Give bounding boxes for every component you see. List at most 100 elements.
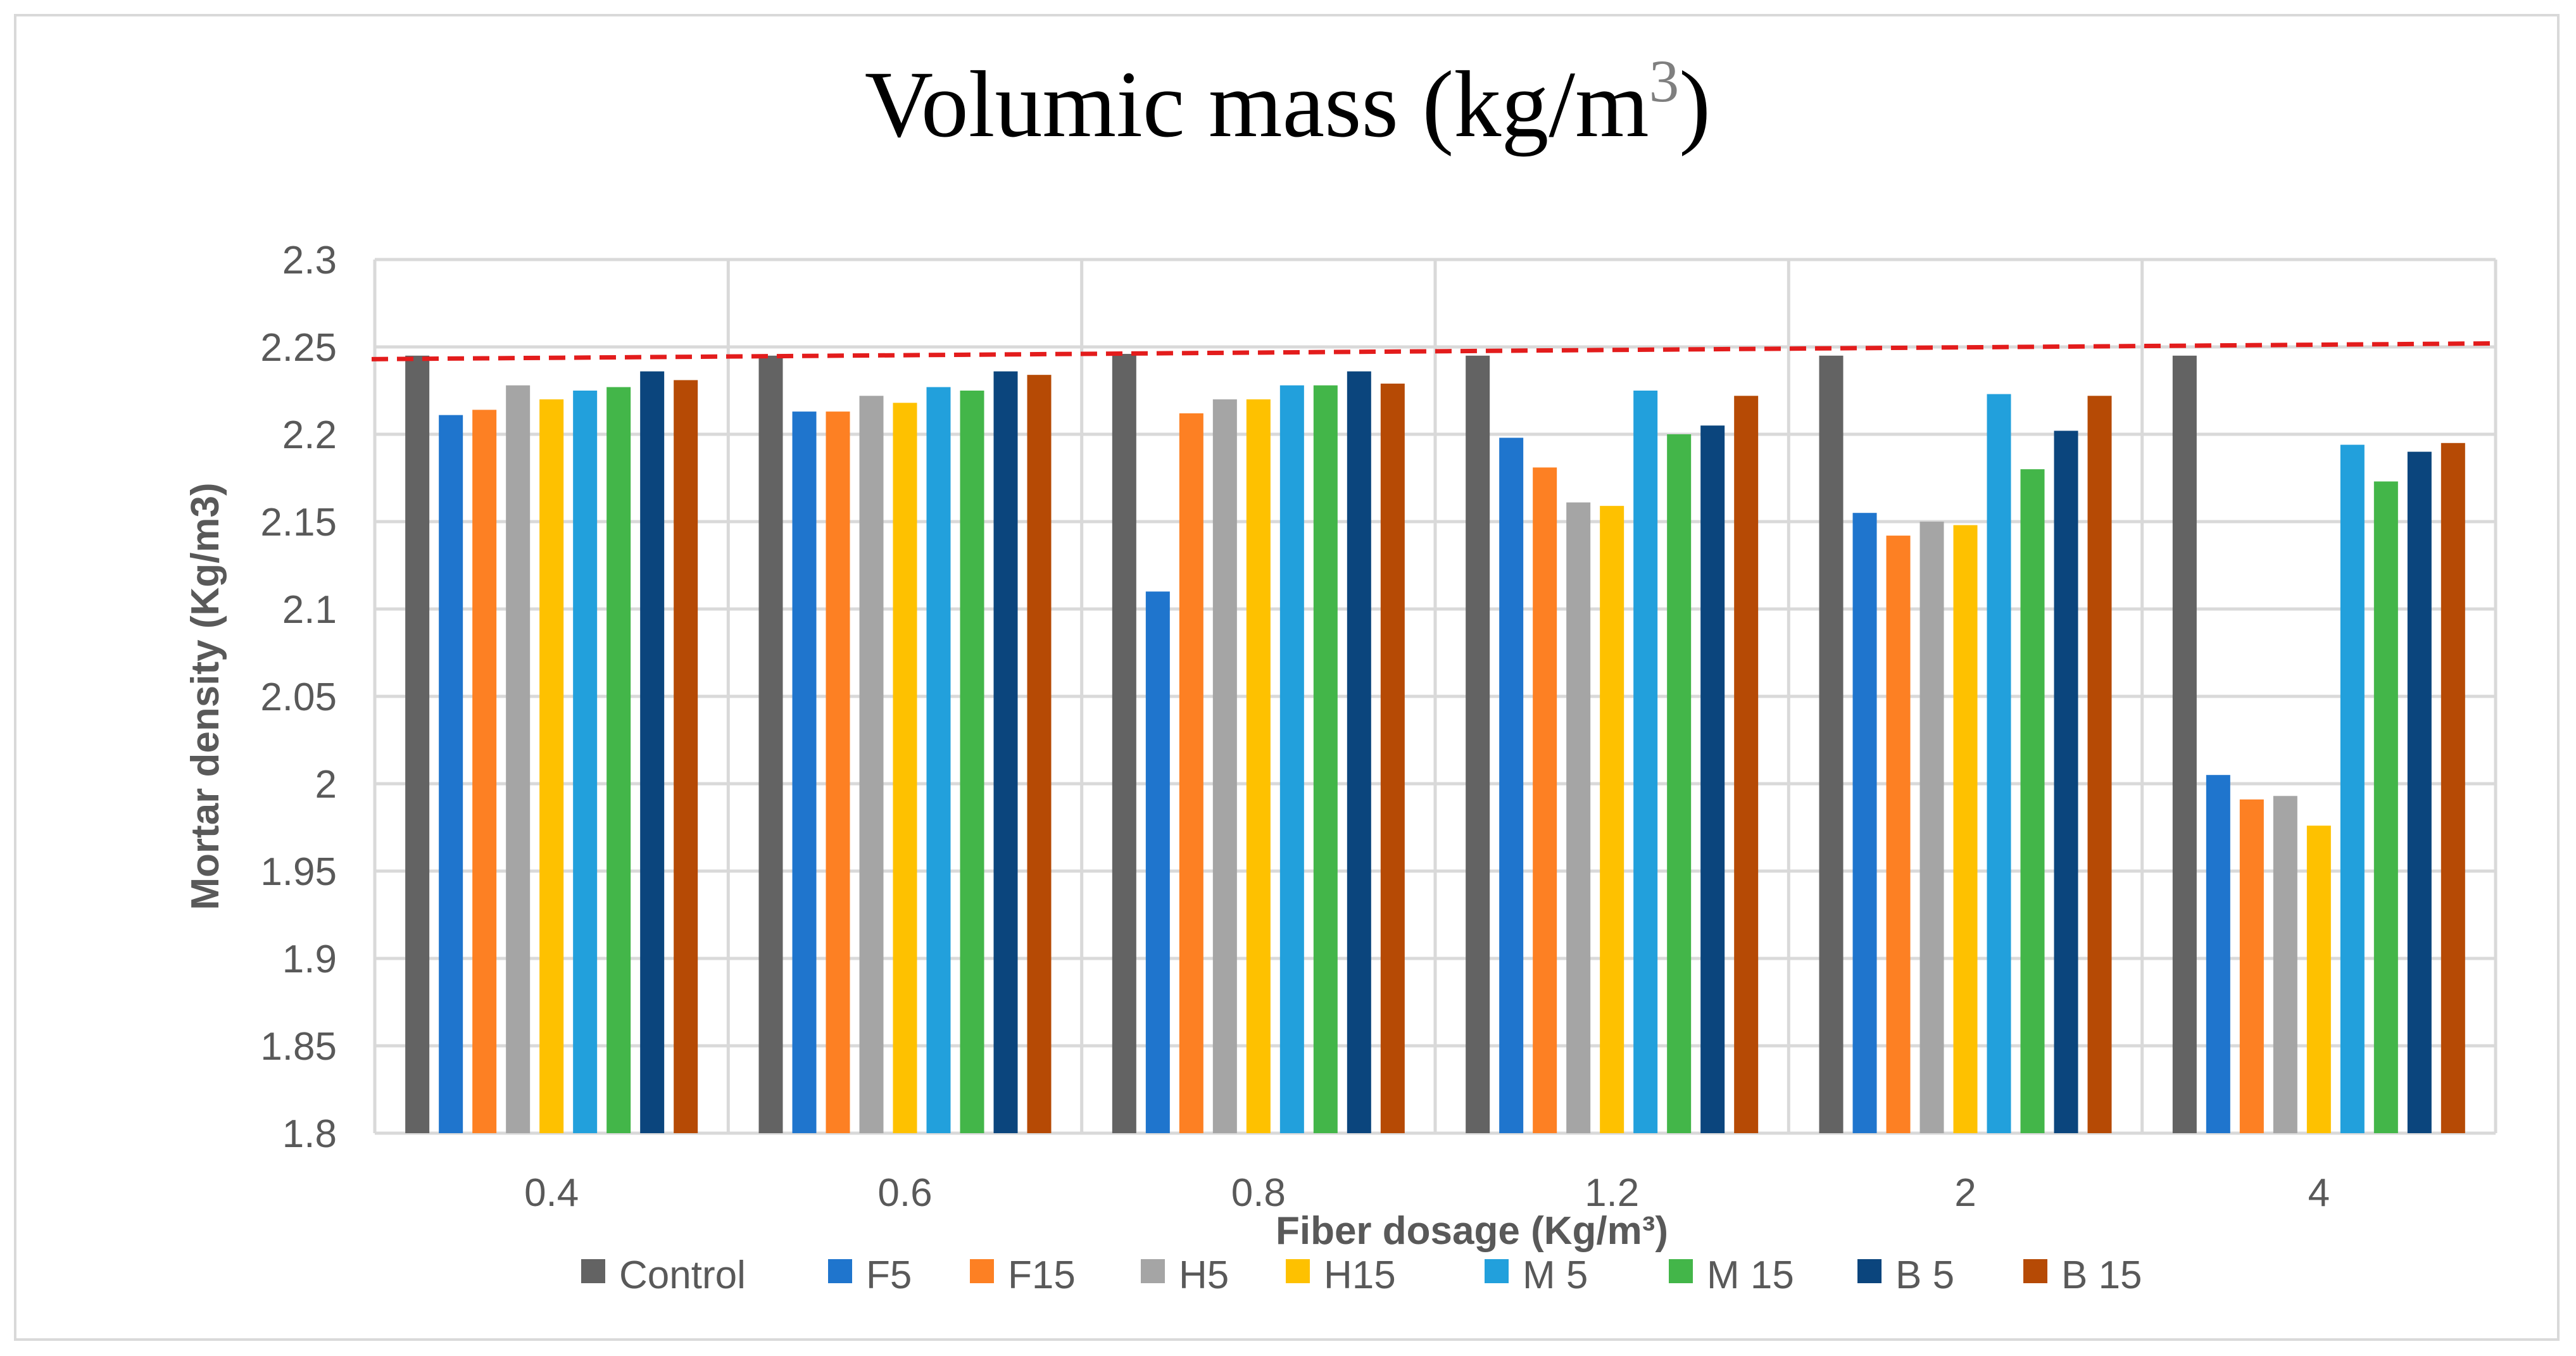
bar-b5-0.8 bbox=[1347, 371, 1371, 1133]
chart-title-superscript: 3 bbox=[1649, 47, 1680, 115]
y-axis-ticks: 1.8 1.85 1.9 1.95 2 2.05 2.1 2.15 2.2 2.25 2.3 bbox=[260, 239, 337, 1156]
bar-f5-0.8 bbox=[1145, 591, 1170, 1133]
legend-label: B 15 bbox=[2061, 1253, 2142, 1297]
bar-h5-0.8 bbox=[1212, 399, 1237, 1133]
grid-layer bbox=[373, 258, 2497, 1135]
bar-f5-4 bbox=[2206, 775, 2230, 1133]
chart-title-main: Volumic mass (kg/m bbox=[865, 52, 1649, 157]
bar-f15-0.6 bbox=[826, 411, 850, 1133]
x-tick-label: 2 bbox=[1954, 1171, 1976, 1215]
bar-h5-1.2 bbox=[1566, 502, 1591, 1133]
chart-title: Volumic mass (kg/m3) bbox=[865, 47, 1711, 157]
y-axis-title: Mortar density (Kg/m3) bbox=[184, 482, 227, 910]
legend-label: F5 bbox=[866, 1253, 912, 1297]
chart-title-close: ) bbox=[1679, 52, 1711, 157]
y-tick-label: 2.15 bbox=[260, 501, 337, 544]
bar-f5-2 bbox=[1852, 513, 1877, 1133]
y-tick-label: 1.8 bbox=[282, 1112, 337, 1156]
y-tick-label: 2.2 bbox=[282, 413, 337, 457]
bar-h5-4 bbox=[2273, 796, 2297, 1133]
legend-swatch bbox=[1286, 1259, 1310, 1283]
bar-f15-1.2 bbox=[1533, 467, 1557, 1134]
bar-b5-0.4 bbox=[640, 371, 665, 1133]
bar-h15-1.2 bbox=[1600, 506, 1624, 1133]
legend-label: H5 bbox=[1179, 1253, 1229, 1297]
y-tick-label: 2.3 bbox=[282, 239, 337, 282]
bar-b15-2 bbox=[2087, 396, 2112, 1133]
legend-swatch bbox=[1669, 1259, 1693, 1283]
legend-label: B 5 bbox=[1895, 1253, 1954, 1297]
bar-h15-0.4 bbox=[539, 399, 564, 1133]
bar-b15-0.4 bbox=[674, 380, 698, 1134]
bar-m15-1.2 bbox=[1667, 434, 1692, 1133]
x-tick-label: 0.4 bbox=[524, 1171, 579, 1215]
legend: Control F5 F15 H5 H15 M 5 M 15 B 5 B 15 bbox=[581, 1253, 2142, 1297]
bar-f15-2 bbox=[1886, 536, 1911, 1133]
bar-h15-0.6 bbox=[893, 403, 917, 1133]
bar-m15-0.8 bbox=[1313, 385, 1338, 1133]
legend-label: H15 bbox=[1324, 1253, 1396, 1297]
bar-m15-2 bbox=[2020, 469, 2045, 1134]
legend-label: M 15 bbox=[1707, 1253, 1794, 1297]
bar-m5-0.4 bbox=[573, 391, 598, 1133]
bar-h15-2 bbox=[1953, 525, 1978, 1133]
bar-f15-4 bbox=[2239, 799, 2264, 1133]
legend-swatch bbox=[1485, 1259, 1509, 1283]
y-tick-label: 1.9 bbox=[282, 938, 337, 981]
y-tick-label: 2.1 bbox=[282, 588, 337, 632]
bar-m5-0.6 bbox=[926, 387, 951, 1133]
bar-h15-0.8 bbox=[1246, 399, 1271, 1133]
y-tick-label: 1.85 bbox=[260, 1025, 337, 1069]
legend-swatch bbox=[581, 1259, 605, 1283]
bar-control-1.2 bbox=[1466, 355, 1490, 1133]
bar-b5-4 bbox=[2407, 451, 2432, 1133]
bar-m5-2 bbox=[1987, 394, 2011, 1133]
legend-label: Control bbox=[619, 1253, 746, 1297]
y-tick-label: 2 bbox=[315, 763, 337, 807]
legend-label: M 5 bbox=[1523, 1253, 1588, 1297]
legend-swatch bbox=[828, 1259, 852, 1283]
bar-f5-0.6 bbox=[792, 411, 817, 1133]
bar-m5-1.2 bbox=[1633, 391, 1658, 1133]
bar-h5-0.6 bbox=[859, 396, 884, 1133]
bar-f15-0.4 bbox=[472, 410, 497, 1133]
bar-m15-0.4 bbox=[606, 387, 631, 1133]
y-tick-label: 2.25 bbox=[260, 326, 337, 370]
bar-b15-4 bbox=[2441, 443, 2465, 1133]
x-tick-label: 0.6 bbox=[877, 1171, 932, 1215]
bar-f5-0.4 bbox=[439, 415, 463, 1133]
bar-control-0.8 bbox=[1112, 354, 1136, 1133]
bar-control-0.6 bbox=[758, 355, 783, 1133]
x-tick-label: 1.2 bbox=[1585, 1171, 1639, 1215]
bar-m5-0.8 bbox=[1279, 385, 1304, 1133]
bar-b15-0.6 bbox=[1027, 375, 1052, 1134]
bar-b5-1.2 bbox=[1700, 425, 1725, 1134]
bar-m5-4 bbox=[2340, 444, 2365, 1133]
bar-h5-0.4 bbox=[506, 385, 531, 1133]
legend-swatch bbox=[2023, 1259, 2047, 1283]
x-tick-label: 0.8 bbox=[1231, 1171, 1286, 1215]
bar-h5-2 bbox=[1919, 522, 1944, 1133]
bar-control-0.4 bbox=[405, 355, 430, 1133]
bar-f5-1.2 bbox=[1499, 437, 1524, 1133]
legend-swatch bbox=[1141, 1259, 1165, 1283]
legend-label: F15 bbox=[1008, 1253, 1076, 1297]
bar-b15-0.8 bbox=[1380, 383, 1405, 1134]
bar-b5-2 bbox=[2054, 430, 2078, 1133]
x-axis-ticks: 0.4 0.6 0.8 1.2 2 4 bbox=[524, 1171, 2330, 1215]
bar-h15-4 bbox=[2306, 826, 2331, 1133]
legend-swatch bbox=[1857, 1259, 1882, 1283]
bar-control-2 bbox=[1819, 355, 1844, 1133]
bar-m15-0.6 bbox=[960, 391, 984, 1133]
bar-control-4 bbox=[2172, 355, 2197, 1133]
y-tick-label: 1.95 bbox=[260, 850, 337, 894]
x-tick-label: 4 bbox=[2308, 1171, 2330, 1215]
y-tick-label: 2.05 bbox=[260, 675, 337, 719]
bars-layer bbox=[405, 354, 2465, 1134]
bar-b15-1.2 bbox=[1734, 396, 1759, 1133]
bar-b5-0.6 bbox=[993, 371, 1018, 1133]
bar-f15-0.8 bbox=[1179, 413, 1203, 1133]
bar-m15-4 bbox=[2373, 481, 2398, 1133]
legend-swatch bbox=[970, 1259, 994, 1283]
